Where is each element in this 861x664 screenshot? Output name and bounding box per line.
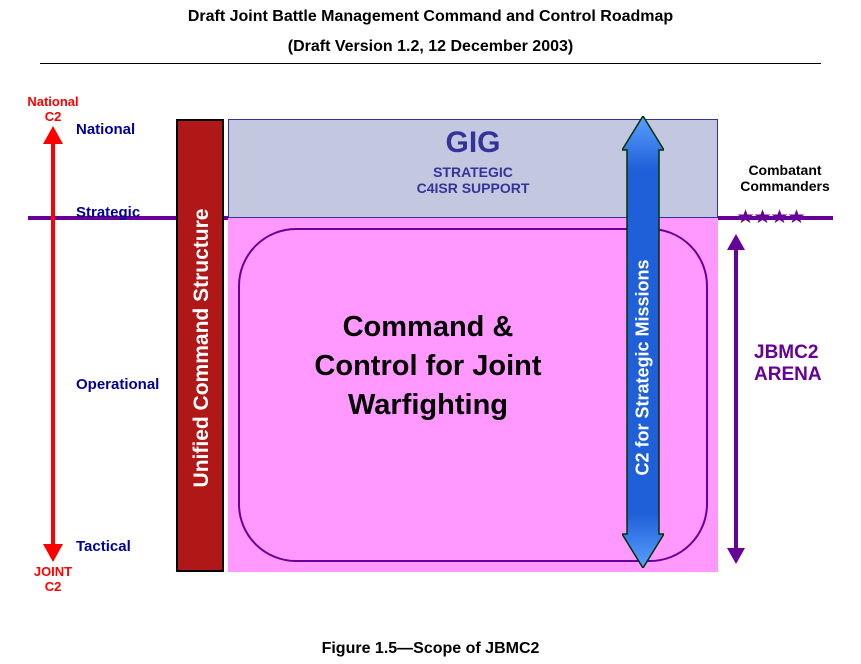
arrow-up-icon xyxy=(727,234,745,250)
arrow-down-icon xyxy=(727,548,745,564)
level-operational: Operational xyxy=(76,376,159,393)
arrow-down-icon xyxy=(43,544,63,562)
ucs-label: Unified Command Structure xyxy=(190,188,214,508)
joint-warfighting-label: Command & Control for Joint Warfighting xyxy=(288,308,568,425)
star-icon: ★ xyxy=(753,206,772,229)
level-strategic: Strategic xyxy=(76,204,140,221)
doc-title-line2: (Draft Version 1.2, 12 December 2003) xyxy=(0,30,861,60)
figure-caption: Figure 1.5—Scope of JBMC2 xyxy=(0,640,861,658)
combatant-commanders-label: Combatant Commanders xyxy=(730,162,840,194)
c2sm-label: C2 for Strategic Missions xyxy=(633,238,654,498)
axis-top-label: National C2 xyxy=(23,94,83,124)
stars-row: ★★★★ xyxy=(737,206,805,229)
diagram-canvas: National C2 JOINT C2 National Strategic … xyxy=(0,64,861,634)
star-icon: ★ xyxy=(787,206,806,229)
jbmc2-arena-label: JBMC2 ARENA xyxy=(754,342,822,386)
axis-bottom-label: JOINT C2 xyxy=(23,564,83,594)
national-joint-axis-arrow xyxy=(51,136,55,552)
level-tactical: Tactical xyxy=(76,538,131,555)
level-national: National xyxy=(76,121,135,138)
arrow-up-icon xyxy=(43,126,63,144)
jbmc2-arena-arrow xyxy=(734,246,738,552)
star-icon: ★ xyxy=(736,206,755,229)
unified-command-structure-bar: Unified Command Structure xyxy=(176,119,224,572)
doc-title-line1: Draft Joint Battle Management Command an… xyxy=(0,0,861,30)
